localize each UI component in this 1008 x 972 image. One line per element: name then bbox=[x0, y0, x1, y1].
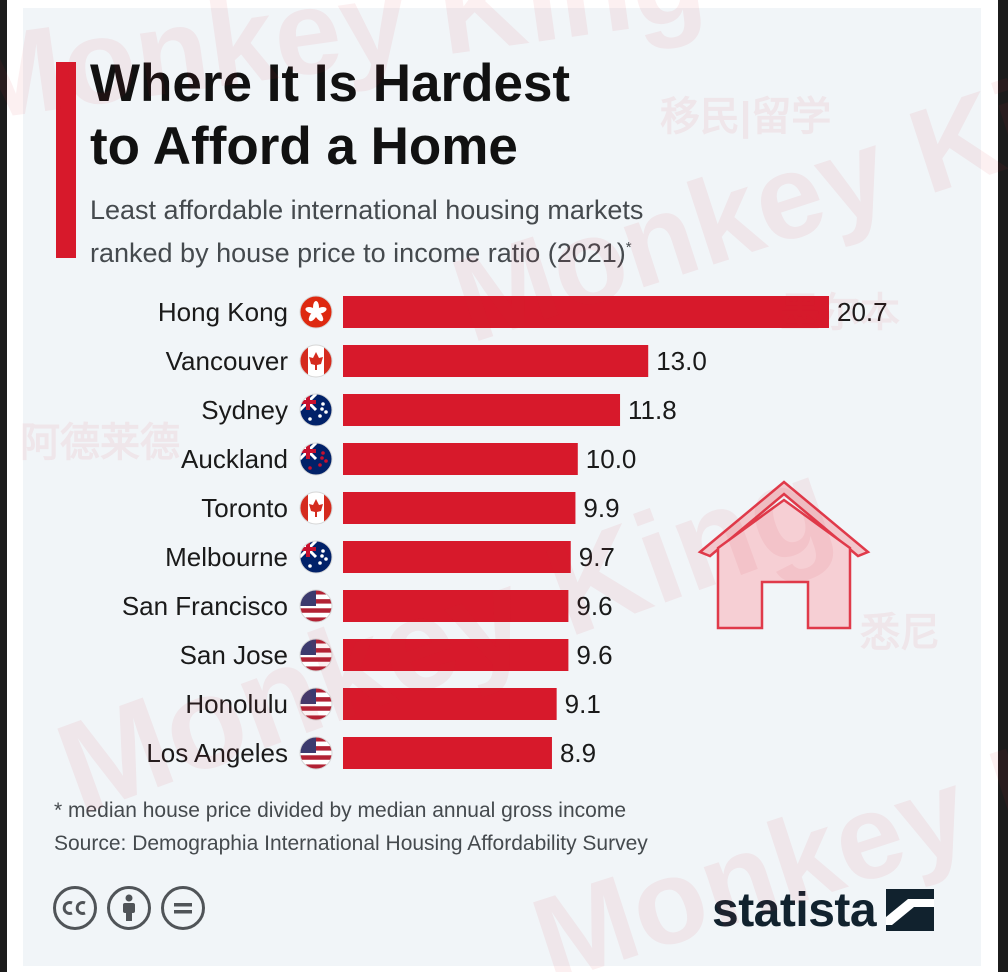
data-label: 8.9 bbox=[560, 738, 596, 768]
flag-usa-icon bbox=[299, 736, 333, 770]
chart-title: Where It Is Hardest to Afford a Home bbox=[90, 52, 730, 178]
flag-new-zealand-icon bbox=[299, 442, 333, 476]
title-line-1: Where It Is Hardest bbox=[90, 54, 571, 113]
category-label: Vancouver bbox=[166, 346, 289, 376]
category-label: Toronto bbox=[201, 493, 288, 523]
flag-usa-icon bbox=[299, 589, 333, 623]
flag-australia-icon bbox=[299, 540, 333, 574]
flag-hong-kong-icon bbox=[299, 295, 333, 329]
category-label: Auckland bbox=[181, 444, 288, 474]
bar bbox=[343, 394, 621, 426]
chart-footnote: * median house price divided by median a… bbox=[54, 794, 814, 860]
subtitle-asterisk: * bbox=[625, 239, 632, 256]
no-derivatives-icon[interactable] bbox=[161, 886, 205, 930]
bar bbox=[343, 492, 576, 524]
subtitle-line-1: Least affordable international housing m… bbox=[90, 195, 644, 225]
data-label: 9.6 bbox=[576, 640, 612, 670]
category-label: Melbourne bbox=[165, 542, 288, 572]
chart-card bbox=[23, 8, 981, 966]
data-label: 9.9 bbox=[583, 493, 619, 523]
data-label: 9.7 bbox=[579, 542, 615, 572]
bar bbox=[343, 639, 569, 671]
subtitle-line-2-wrap: ranked by house price to income ratio (2… bbox=[90, 229, 850, 272]
source-note: Source: Demographia International Housin… bbox=[54, 832, 648, 855]
data-label: 9.1 bbox=[565, 689, 601, 719]
bar bbox=[343, 443, 578, 475]
chart-subtitle: Least affordable international housing m… bbox=[90, 192, 850, 272]
bar bbox=[343, 296, 829, 328]
creative-commons-icon[interactable] bbox=[53, 886, 97, 930]
category-label: Honolulu bbox=[185, 689, 288, 719]
data-label: 20.7 bbox=[837, 297, 888, 327]
category-label: San Francisco bbox=[122, 591, 288, 621]
subtitle-line-2: ranked by house price to income ratio (2… bbox=[90, 238, 626, 268]
category-label: Los Angeles bbox=[146, 738, 288, 768]
attribution-icon[interactable] bbox=[107, 886, 151, 930]
flag-canada-icon bbox=[299, 344, 333, 378]
frame-edge-left bbox=[0, 0, 7, 972]
category-label: San Jose bbox=[180, 640, 288, 670]
statista-wordmark: statista bbox=[712, 883, 877, 937]
flag-canada-icon bbox=[299, 491, 333, 525]
footnote-definition: * median house price divided by median a… bbox=[54, 799, 627, 822]
title-accent-bar bbox=[56, 62, 76, 258]
statista-logo-icon bbox=[886, 889, 935, 931]
data-label: 11.8 bbox=[628, 395, 677, 425]
license-icons bbox=[53, 886, 205, 932]
bar bbox=[343, 737, 552, 769]
title-line-2: to Afford a Home bbox=[90, 117, 518, 176]
data-label: 10.0 bbox=[586, 444, 637, 474]
bar bbox=[343, 688, 557, 720]
data-label: 9.6 bbox=[576, 591, 612, 621]
flag-usa-icon bbox=[299, 687, 333, 721]
house-icon bbox=[697, 480, 871, 630]
flag-usa-icon bbox=[299, 638, 333, 672]
statista-brand[interactable]: statista bbox=[712, 880, 935, 940]
flag-australia-icon bbox=[299, 393, 333, 427]
bar bbox=[343, 590, 569, 622]
category-label: Sydney bbox=[201, 395, 288, 425]
frame-edge-right bbox=[998, 0, 1008, 972]
category-label: Hong Kong bbox=[158, 297, 288, 327]
data-label: 13.0 bbox=[656, 346, 707, 376]
bar bbox=[343, 345, 649, 377]
bar bbox=[343, 541, 571, 573]
